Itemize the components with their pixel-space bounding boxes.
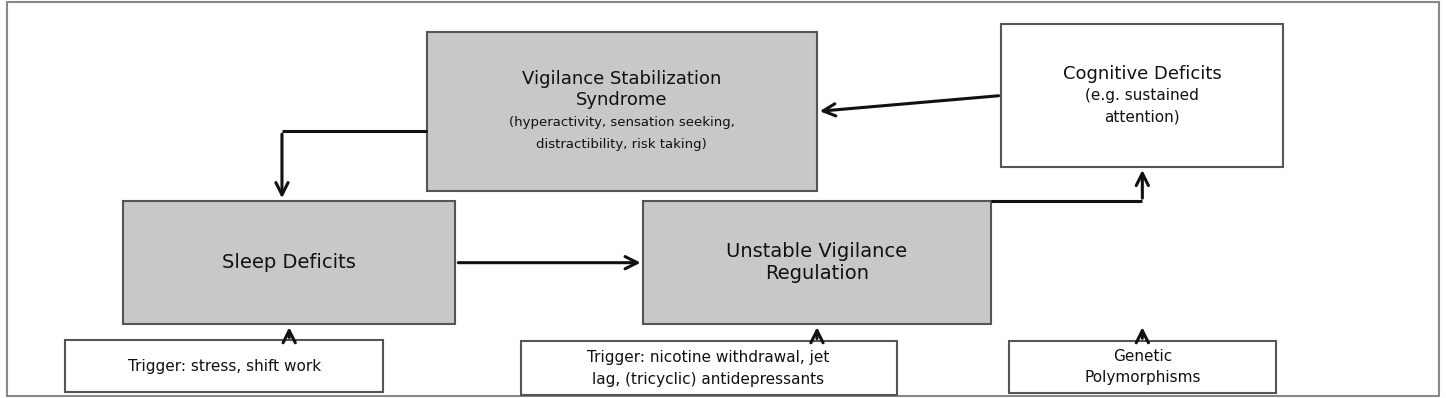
Text: Syndrome: Syndrome [576, 92, 668, 109]
Text: lag, (tricyclic) antidepressants: lag, (tricyclic) antidepressants [593, 372, 824, 386]
FancyBboxPatch shape [521, 341, 897, 395]
Text: attention): attention) [1105, 110, 1180, 125]
FancyBboxPatch shape [123, 201, 455, 324]
Text: Vigilance Stabilization: Vigilance Stabilization [522, 70, 722, 88]
Text: distractibility, risk taking): distractibility, risk taking) [536, 138, 707, 151]
Text: Unstable Vigilance: Unstable Vigilance [726, 242, 908, 261]
Text: Sleep Deficits: Sleep Deficits [223, 253, 356, 272]
FancyBboxPatch shape [643, 201, 991, 324]
Text: Trigger: stress, shift work: Trigger: stress, shift work [127, 359, 321, 374]
FancyBboxPatch shape [1001, 24, 1284, 167]
Text: Cognitive Deficits: Cognitive Deficits [1063, 64, 1222, 83]
FancyBboxPatch shape [65, 340, 383, 392]
Text: Trigger: nicotine withdrawal, jet: Trigger: nicotine withdrawal, jet [587, 350, 830, 365]
FancyBboxPatch shape [427, 32, 817, 191]
Text: (hyperactivity, sensation seeking,: (hyperactivity, sensation seeking, [509, 116, 735, 129]
Text: (e.g. sustained: (e.g. sustained [1086, 88, 1199, 103]
Text: Genetic: Genetic [1113, 349, 1171, 363]
FancyBboxPatch shape [1008, 341, 1275, 393]
Text: Regulation: Regulation [765, 264, 869, 283]
Text: Polymorphisms: Polymorphisms [1084, 371, 1200, 385]
